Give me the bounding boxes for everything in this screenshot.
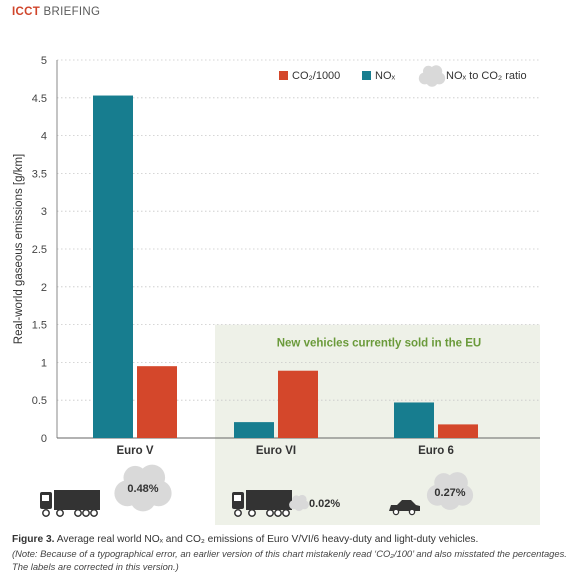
- legend-swatch-nox: [362, 71, 371, 80]
- truck-icon-euro-vi: [232, 490, 292, 517]
- ratio-cloud-icon-2: [426, 472, 474, 510]
- y-tick-label: 2.5: [32, 244, 47, 256]
- x-tick-label: Euro VI: [256, 445, 296, 457]
- y-axis-ticks: 0 0.5 1 1.5 2 2.5 3 3.5 4 4.5 5: [32, 55, 47, 445]
- figure-caption: Figure 3. Average real world NOₓ and CO₂…: [12, 533, 578, 546]
- ratio-cloud-icon-0: [114, 464, 172, 512]
- legend-swatch-co2: [279, 71, 288, 80]
- shaded-region-label: New vehicles currently sold in the EU: [277, 338, 482, 350]
- legend-label-nox: NOₓ: [375, 70, 396, 82]
- legend-label-ratio: NOₓ to CO₂ ratio: [446, 70, 527, 82]
- y-tick-label: 0: [41, 433, 47, 445]
- report-header: ICCT BRIEFING: [12, 6, 100, 18]
- x-tick-label: Euro V: [116, 445, 153, 457]
- bar-nox-1: [234, 422, 274, 438]
- x-axis-labels: Euro V Euro VI Euro 6: [116, 445, 453, 457]
- truck-icon-euro-v: [40, 490, 100, 517]
- y-tick-label: 3.5: [32, 168, 47, 180]
- ratio-cloud-icon-1: [289, 494, 309, 512]
- bar-nox-2: [394, 402, 434, 438]
- legend-label-co2: CO₂/1000: [292, 70, 340, 82]
- caption-label: Figure 3.: [12, 534, 55, 545]
- y-tick-label: 4: [41, 131, 47, 143]
- y-tick-label: 1: [41, 357, 47, 369]
- y-tick-label: 3: [41, 206, 47, 218]
- bar-nox-0: [93, 95, 133, 439]
- bar-co2-1: [278, 370, 318, 438]
- vehicle-ratio-row: 0.48% 0.02% 0.27%: [40, 464, 474, 517]
- legend: CO₂/1000 NOₓ NOₓ to CO₂ ratio: [279, 65, 527, 87]
- emissions-chart: 0 0.5 1 1.5 2 2.5 3 3.5 4 4.5 5 Real-world gaseous…: [13, 55, 540, 525]
- ratio-label-1: 0.02%: [309, 498, 340, 510]
- y-tick-label: 5: [41, 55, 47, 67]
- ratio-label-2: 0.27%: [434, 487, 465, 499]
- caption-note: (Note: Because of a typographical error,…: [12, 548, 567, 572]
- bars: [93, 95, 478, 439]
- y-tick-label: 0.5: [32, 395, 47, 407]
- y-tick-label: 4.5: [32, 93, 47, 105]
- caption-text: Average real world NOₓ and CO₂ emissions…: [56, 534, 479, 545]
- x-tick-label: Euro 6: [418, 445, 454, 457]
- header-kind: BRIEFING: [43, 6, 101, 18]
- car-icon-euro-6: [389, 500, 420, 516]
- y-tick-label: 1.5: [32, 320, 47, 332]
- y-tick-label: 2: [41, 282, 47, 294]
- legend-cloud-icon: [418, 65, 446, 87]
- y-axis-label: Real-world gaseous emissions [g/km]: [13, 154, 25, 344]
- bar-co2-2: [438, 424, 478, 438]
- bar-co2-0: [137, 366, 177, 438]
- ratio-label-0: 0.48%: [127, 483, 158, 495]
- header-brand: ICCT: [12, 6, 41, 18]
